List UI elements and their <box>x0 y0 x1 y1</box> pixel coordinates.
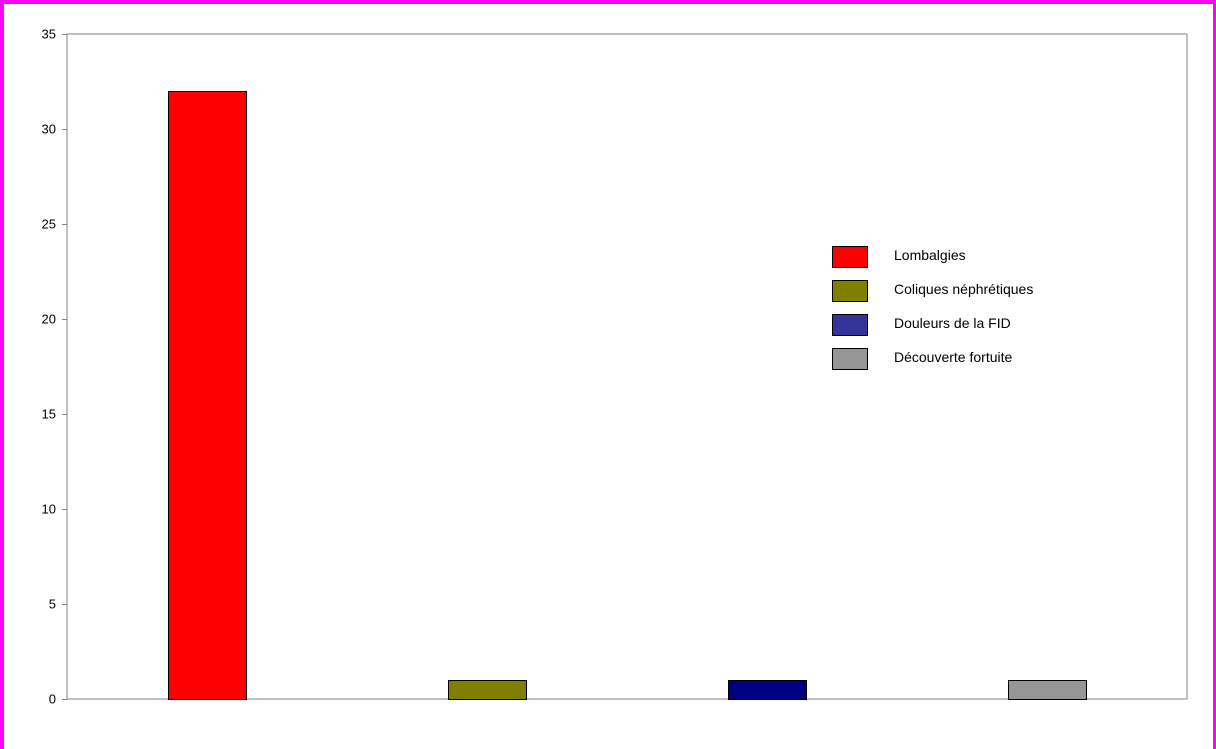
legend-label: Coliques néphrétiques <box>894 281 1033 297</box>
y-tick-label: 0 <box>49 692 56 707</box>
legend-swatch <box>832 314 868 336</box>
bar-3 <box>728 680 807 700</box>
legend-swatch <box>832 348 868 370</box>
legend-label: Douleurs de la FID <box>894 315 1011 331</box>
legend: Lombalgies Coliques néphrétiques Douleurs … <box>832 246 1033 370</box>
y-tick-label: 15 <box>42 407 56 422</box>
legend-swatch <box>832 246 868 268</box>
bar-2 <box>448 680 527 700</box>
y-tick-label: 20 <box>42 312 56 327</box>
y-tick-label: 35 <box>42 27 56 42</box>
y-tick-label: 10 <box>42 502 56 517</box>
legend-swatch <box>832 280 868 302</box>
bar-4 <box>1008 680 1087 700</box>
y-tick-label: 25 <box>42 217 56 232</box>
bars <box>168 91 1087 700</box>
legend-label: Lombalgies <box>894 247 966 263</box>
bar-1 <box>168 91 247 700</box>
legend-label: Découverte fortuite <box>894 349 1012 365</box>
y-tick-label: 5 <box>49 597 56 612</box>
y-tick-label: 30 <box>42 122 56 137</box>
y-axis: 0 5 10 15 20 25 30 35 <box>42 27 67 707</box>
plot-area-border <box>66 33 1188 700</box>
